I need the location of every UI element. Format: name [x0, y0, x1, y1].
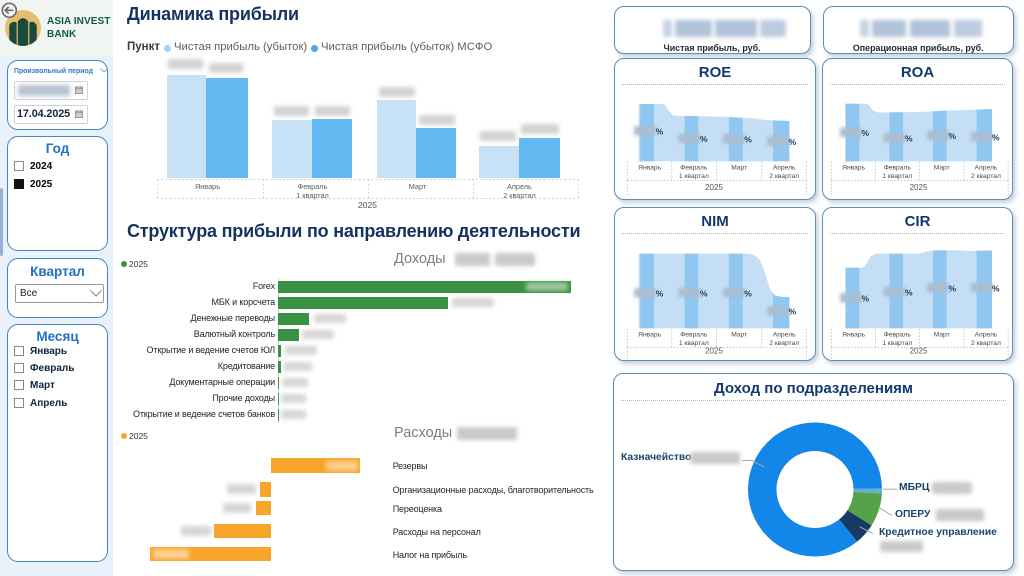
svg-text:Январь: Январь	[638, 165, 661, 172]
svg-text:Март: Март	[731, 332, 747, 339]
svg-text:Апрель: Апрель	[773, 332, 796, 339]
svg-text:%: %	[905, 288, 913, 298]
svg-text:1 квартал: 1 квартал	[882, 340, 912, 347]
svg-text:%: %	[656, 127, 664, 137]
svg-text:%: %	[862, 128, 870, 138]
svg-text:%: %	[744, 135, 752, 145]
svg-text:%: %	[744, 289, 752, 299]
svg-text:%: %	[949, 284, 957, 294]
svg-text:Март: Март	[934, 165, 950, 172]
svg-text:2025: 2025	[705, 183, 723, 192]
svg-text:Февраль: Февраль	[680, 332, 708, 339]
svg-text:%: %	[789, 307, 797, 317]
svg-text:Апрель: Апрель	[975, 165, 998, 172]
svg-text:1 квартал: 1 квартал	[679, 173, 709, 180]
svg-text:Февраль: Февраль	[680, 165, 708, 172]
svg-text:%: %	[700, 289, 708, 299]
svg-text:%: %	[905, 134, 913, 144]
svg-text:1 квартал: 1 квартал	[882, 173, 912, 180]
svg-text:Апрель: Апрель	[773, 165, 796, 172]
svg-text:%: %	[700, 134, 708, 144]
svg-text:%: %	[949, 131, 957, 141]
svg-text:Март: Март	[934, 332, 950, 339]
svg-text:%: %	[789, 137, 797, 147]
svg-text:Апрель: Апрель	[975, 332, 998, 339]
svg-text:2025: 2025	[910, 347, 928, 356]
svg-text:Март: Март	[731, 165, 747, 172]
svg-text:Февраль: Февраль	[884, 332, 912, 339]
svg-text:%: %	[992, 133, 1000, 143]
svg-text:%: %	[862, 294, 870, 304]
svg-text:2025: 2025	[705, 347, 723, 356]
svg-text:2 квартал: 2 квартал	[769, 173, 799, 180]
svg-text:Январь: Январь	[638, 332, 661, 339]
svg-text:%: %	[992, 284, 1000, 294]
svg-text:1 квартал: 1 квартал	[679, 340, 709, 347]
svg-text:2 квартал: 2 квартал	[769, 340, 799, 347]
svg-text:2 квартал: 2 квартал	[971, 173, 1001, 180]
svg-text:Январь: Январь	[842, 332, 865, 339]
svg-text:Февраль: Февраль	[884, 165, 912, 172]
svg-text:Январь: Январь	[842, 165, 865, 172]
svg-text:%: %	[656, 289, 664, 299]
svg-text:2025: 2025	[910, 183, 928, 192]
svg-text:2 квартал: 2 квартал	[971, 340, 1001, 347]
